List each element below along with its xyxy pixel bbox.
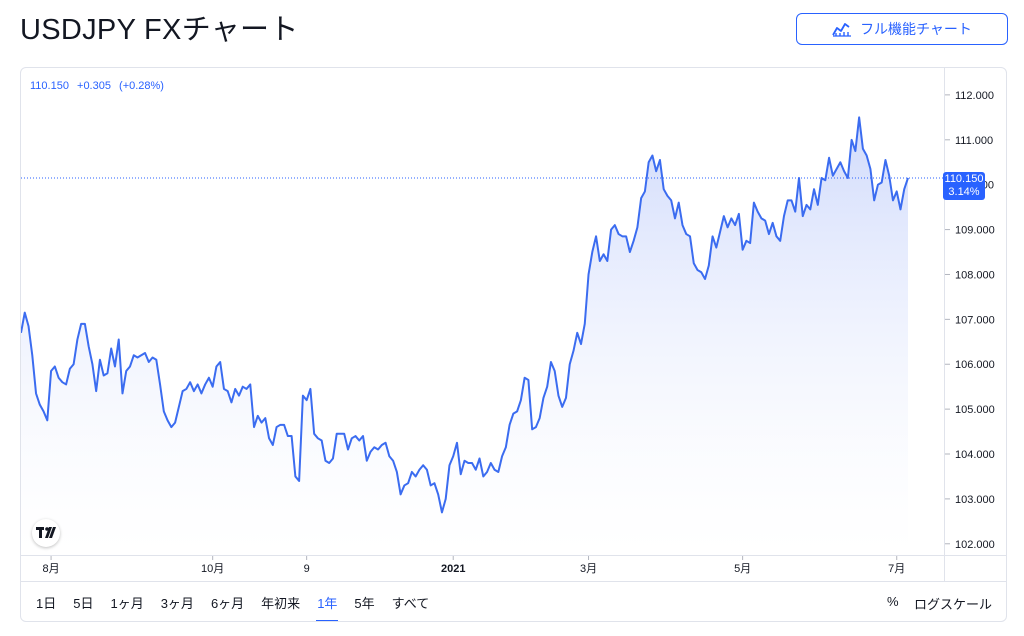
y-tick-label: 102.000 [955,539,995,551]
price-axis: 102.000 103.000 104.000 105.000 106.000 107.0… [945,90,995,551]
percent-scale-button[interactable]: % [887,594,899,609]
range-tab[interactable]: すべて [391,595,430,611]
price-area-fill [21,117,908,555]
x-tick-label: 3月 [580,563,597,575]
y-tick-label: 105.000 [955,404,995,416]
bottom-toolbar: 1日 5日 1ヶ月 3ヶ月 6ヶ月 年初来 1年 5年 すべて % ログスケール [21,581,1006,621]
range-tab[interactable]: 1日 [36,595,57,611]
range-tab[interactable]: 1ヶ月 [110,595,144,611]
full-chart-label: フル機能チャート [860,21,972,37]
x-tick-label: 2021 [441,563,465,575]
last-price-value: 110.150 [945,173,984,185]
full-chart-button[interactable]: フル機能チャート [796,13,1008,45]
range-tabs: 1日 5日 1ヶ月 3ヶ月 6ヶ月 年初来 1年 5年 すべて [35,582,445,621]
page-title: USDJPY FXチャート [20,14,299,46]
svg-text:110.150 +0.305: 110.150 +0.305 (+0.28%) [30,80,164,92]
x-tick-label: 5月 [734,563,751,575]
legend-price: 110.150 [30,80,69,92]
range-tab[interactable]: 1年 [316,589,339,621]
x-tick-label: 10月 [201,563,224,575]
x-tick-label: 8月 [43,563,60,575]
y-tick-label: 108.000 [955,269,995,281]
range-tab[interactable]: 年初来 [261,595,301,611]
y-tick-label: 104.000 [955,449,995,461]
range-tab[interactable]: 3ヶ月 [160,595,194,611]
time-axis: 8月 10月 9 2021 3月 5月 7月 [43,556,905,575]
y-tick-label: 109.000 [955,225,995,237]
price-legend: 110.150 +0.305 (+0.28%) [30,80,164,92]
y-tick-label: 103.000 [955,494,995,506]
tradingview-logo[interactable] [32,519,60,547]
x-tick-label: 7月 [888,563,905,575]
chart-card: 110.150 +0.305 (+0.28%) 102.000 103.000 10… [20,67,1007,622]
y-tick-label: 112.000 [955,90,994,102]
log-scale-button[interactable]: ログスケール [914,597,993,612]
tradingview-logo-icon [36,527,56,538]
chart-line-icon [832,21,852,37]
last-price-pct: 3.14% [948,186,979,198]
y-tick-label: 106.000 [955,359,995,371]
legend-change: +0.305 [77,80,111,92]
price-line [21,116,909,514]
range-tab[interactable]: 5年 [354,595,375,611]
x-tick-label: 9 [304,563,310,575]
y-tick-label: 111.000 [955,135,993,147]
range-tab[interactable]: 6ヶ月 [210,595,245,611]
last-price-label: 110.150 3.14% [943,171,985,200]
range-tab[interactable]: 5日 [73,595,94,611]
y-tick-label: 107.000 [955,314,995,326]
legend-change-pct: (+0.28%) [119,80,164,92]
price-chart[interactable]: 110.150 +0.305 (+0.28%) 102.000103.00010… [21,68,1006,581]
